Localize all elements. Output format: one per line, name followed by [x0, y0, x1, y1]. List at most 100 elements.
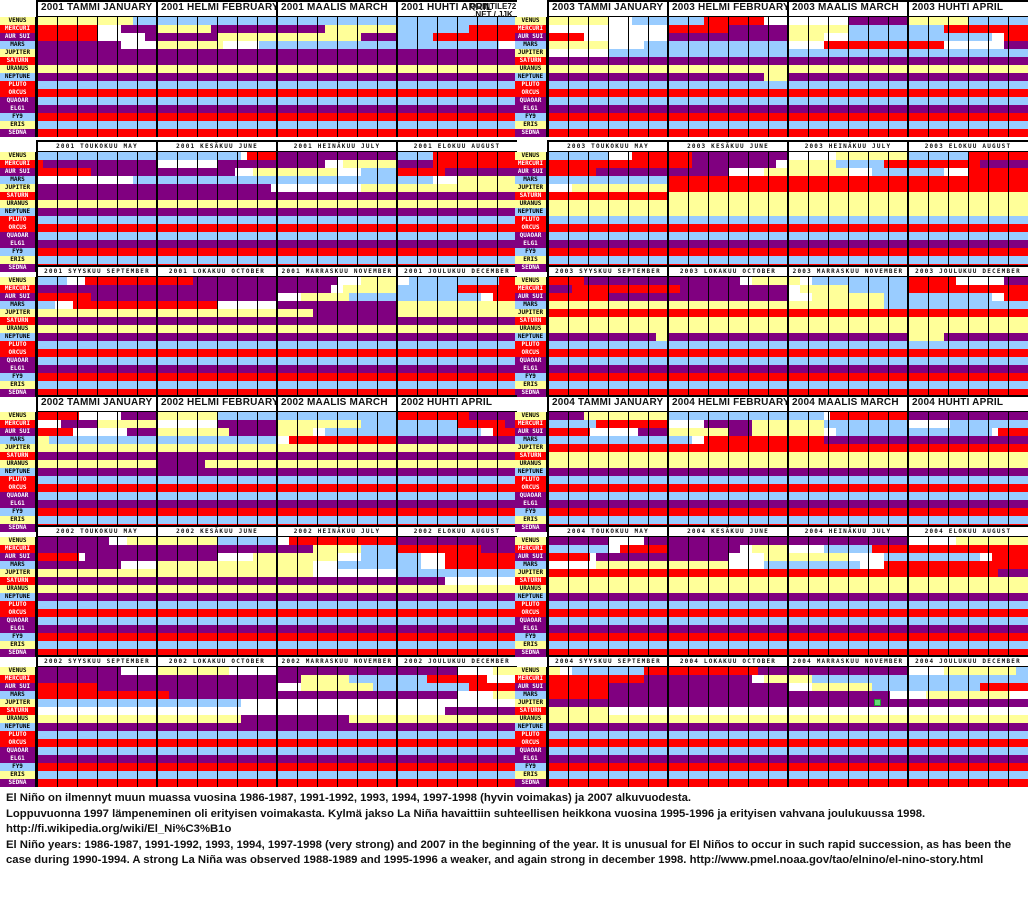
row-label: MARS	[515, 176, 546, 184]
aspect-segment	[361, 420, 397, 428]
aspect-segment	[728, 428, 752, 436]
aspect-row	[908, 333, 1028, 341]
aspect-segment	[277, 675, 301, 683]
aspect-segment	[277, 436, 289, 444]
month-divider	[36, 395, 38, 532]
week-gridline	[968, 667, 969, 787]
week-gridline	[477, 537, 478, 657]
aspect-segment	[469, 412, 517, 420]
note-link-fi[interactable]: http://fi.wikipedia.org/wiki/El_Ni%C3%B1…	[6, 823, 232, 835]
aspect-segment	[277, 428, 313, 436]
aspect-row	[157, 428, 277, 436]
row-label: SATURN	[0, 577, 35, 585]
row-label: URANUS	[515, 200, 546, 208]
row-label: PLUTO	[0, 601, 35, 609]
aspect-row	[548, 691, 668, 699]
aspect-segment	[596, 561, 668, 569]
week-gridline	[437, 17, 438, 137]
aspect-segment	[872, 168, 908, 176]
aspect-segment	[361, 33, 397, 41]
row-label: MERCURI	[0, 420, 35, 428]
week-gridline	[477, 667, 478, 787]
aspect-row	[668, 561, 788, 569]
week-gridline	[968, 152, 969, 272]
aspect-segment	[337, 561, 397, 569]
week-gridline	[117, 17, 118, 137]
aspect-row	[157, 553, 277, 561]
month-divider	[156, 0, 158, 137]
aspect-segment	[157, 152, 241, 160]
row-label: AUR SUI	[0, 293, 35, 301]
aspect-row	[37, 428, 157, 436]
aspect-segment	[668, 420, 704, 428]
aspect-segment	[848, 33, 908, 41]
row-label: MERCURI	[0, 545, 35, 553]
row-label: VENUS	[515, 412, 546, 420]
month-divider	[276, 265, 278, 397]
aspect-row	[277, 168, 397, 176]
aspect-row	[277, 184, 397, 192]
row-label: SEDNA	[0, 779, 35, 787]
month-divider	[787, 0, 789, 137]
aspect-segment	[788, 33, 824, 41]
month-header: 2002 JOULUKUU DECEMBER	[397, 655, 517, 667]
week-gridline	[417, 412, 418, 532]
aspect-segment	[457, 691, 493, 699]
aspect-segment	[668, 436, 692, 444]
week-gridline	[237, 667, 238, 787]
row-label: MERCURI	[515, 285, 546, 293]
row-label: FY9	[0, 508, 35, 516]
aspect-segment	[445, 168, 517, 176]
aspect-row	[668, 553, 788, 561]
aspect-segment	[421, 561, 445, 569]
aspect-segment	[37, 168, 91, 176]
month-divider	[36, 525, 38, 657]
site-credit-line2: .NET / JJK	[473, 10, 513, 19]
month-header: 2004 HELMI FEBRUARY	[668, 395, 788, 412]
aspect-row	[548, 168, 668, 176]
aspect-row	[668, 675, 788, 683]
week-gridline	[948, 412, 949, 532]
month-header: 2003 LOKAKUU OCTOBER	[668, 265, 788, 277]
week-gridline	[297, 537, 298, 657]
month-header: 2003 TAMMI JANUARY	[548, 0, 668, 17]
aspect-row	[157, 412, 277, 420]
aspect-segment	[788, 675, 812, 683]
row-label: NEPTUNE	[515, 723, 546, 731]
week-gridline	[628, 412, 629, 532]
row-label: AUR SUI	[515, 428, 546, 436]
aspect-segment	[277, 683, 301, 691]
week-gridline	[588, 17, 589, 137]
row-label: QUAOAR	[0, 97, 35, 105]
month-divider	[787, 525, 789, 657]
row-label: NEPTUNE	[0, 73, 35, 81]
aspect-segment	[824, 412, 830, 420]
week-gridline	[628, 152, 629, 272]
week-gridline	[57, 152, 58, 272]
week-gridline	[377, 667, 378, 787]
row-label: URANUS	[515, 65, 546, 73]
row-label: SEDNA	[0, 649, 35, 657]
aspect-segment	[505, 420, 517, 428]
aspect-row	[277, 715, 397, 723]
week-gridline	[808, 667, 809, 787]
aspect-segment	[848, 285, 908, 293]
aspect-segment	[824, 41, 908, 49]
week-gridline	[317, 537, 318, 657]
aspect-segment	[133, 17, 157, 25]
week-gridline	[177, 152, 178, 272]
row-label: FY9	[515, 113, 546, 121]
aspect-segment	[788, 41, 824, 49]
week-gridline	[317, 152, 318, 272]
aspect-segment	[37, 436, 49, 444]
row-label: JUPITER	[0, 309, 35, 317]
aspect-segment	[121, 412, 157, 420]
aspect-segment	[397, 420, 457, 428]
week-gridline	[608, 412, 609, 532]
aspect-segment	[457, 285, 517, 293]
aspect-segment	[668, 152, 692, 160]
aspect-segment	[848, 17, 908, 25]
row-label: ERIS	[515, 516, 546, 524]
month-divider	[156, 140, 158, 272]
week-gridline	[137, 277, 138, 397]
